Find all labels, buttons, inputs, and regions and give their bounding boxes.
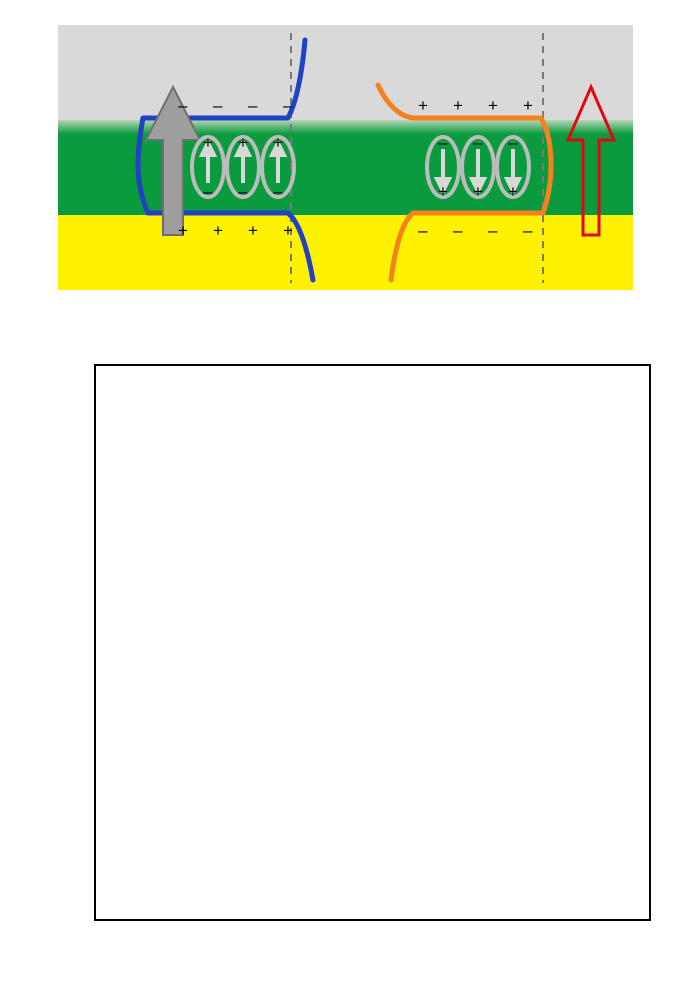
svg-text:–: – (473, 133, 483, 152)
layer-top (58, 25, 633, 120)
svg-text:–: – (273, 182, 283, 201)
panel-a: + + + – – – – – – – + + + + – – – + + + + + + + – – – – (58, 25, 633, 290)
svg-text:+: + (438, 182, 448, 201)
svg-text:+: + (213, 221, 223, 240)
svg-text:–: – (453, 221, 463, 240)
svg-text:–: – (178, 96, 188, 115)
svg-text:–: – (523, 221, 533, 240)
svg-text:–: – (488, 221, 498, 240)
svg-text:+: + (418, 96, 428, 115)
panel-b-chart (95, 365, 650, 920)
svg-text:–: – (438, 133, 448, 152)
svg-text:+: + (473, 182, 483, 201)
svg-text:+: + (203, 133, 213, 152)
svg-text:–: – (238, 182, 248, 201)
svg-text:+: + (453, 96, 463, 115)
svg-text:–: – (283, 96, 293, 115)
svg-text:+: + (283, 221, 293, 240)
svg-text:+: + (273, 133, 283, 152)
svg-text:+: + (508, 182, 518, 201)
svg-text:+: + (178, 221, 188, 240)
svg-text:–: – (248, 96, 258, 115)
layer-bot (58, 215, 633, 290)
axes-frame (95, 365, 650, 920)
svg-text:+: + (488, 96, 498, 115)
svg-text:+: + (523, 96, 533, 115)
svg-text:–: – (418, 221, 428, 240)
svg-text:–: – (203, 182, 213, 201)
svg-text:+: + (238, 133, 248, 152)
svg-text:–: – (508, 133, 518, 152)
svg-text:–: – (213, 96, 223, 115)
svg-text:+: + (248, 221, 258, 240)
